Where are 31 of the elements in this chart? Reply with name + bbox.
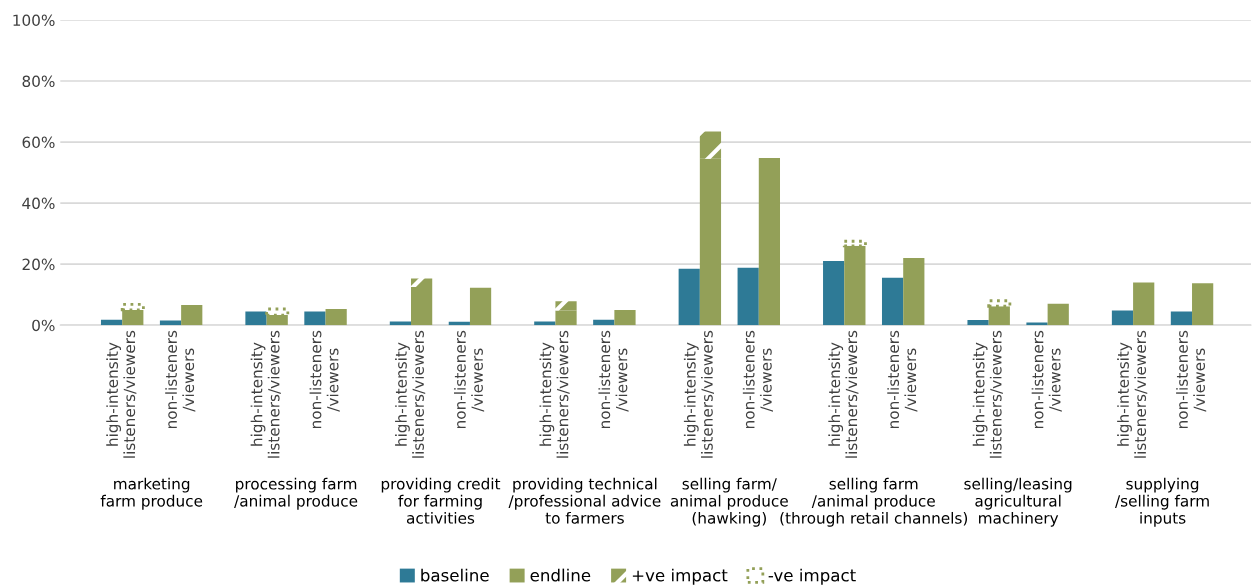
legend-label: +ve impact	[632, 568, 728, 585]
x-tick-label: non-listeners /viewers	[1031, 330, 1062, 429]
x-tick-label: non-listeners /viewers	[165, 330, 196, 429]
y-tick-label: 40%	[22, 197, 55, 210]
x-tick-label: high-intensity listeners/viewers	[106, 330, 137, 458]
x-tick-label: high-intensity listeners/viewers	[539, 330, 570, 458]
x-tick-label: high-intensity listeners/viewers	[972, 330, 1003, 458]
text: providing credit for farming activities	[381, 477, 501, 524]
legend-label: endline	[530, 568, 591, 582]
x-tick-label: high-intensity listeners/viewers	[395, 330, 426, 458]
x-tick-label: high-intensity listeners/viewers	[683, 330, 715, 458]
text: marketing farm produce	[100, 477, 203, 510]
y-tick-label: 100%	[13, 14, 55, 27]
legend-label: -ve impact	[768, 568, 856, 585]
legend-label: baseline	[421, 568, 489, 582]
x-tick-label: non-listeners /viewers	[742, 330, 773, 429]
x-tick-label: non-listeners /viewers	[309, 330, 340, 429]
y-tick-label: 60%	[22, 136, 55, 149]
x-tick-label: high-intensity listeners/viewers	[828, 330, 859, 458]
y-tick-label: 20%	[22, 258, 55, 271]
y-tick-label: 0%	[32, 319, 55, 332]
text: providing technical /professional advice to farmers	[508, 477, 661, 524]
y-tick-label: 80%	[22, 75, 55, 88]
x-tick-label: non-listeners /viewers	[887, 330, 918, 429]
text: processing farm /animal produce	[234, 477, 358, 510]
x-tick-label: high-intensity listeners/viewers	[250, 330, 281, 458]
x-tick-label: high-intensity listeners/viewers	[1117, 330, 1148, 458]
x-tick-label: non-listeners /viewers	[1176, 330, 1207, 429]
text: supplying /selling farm inputs	[1115, 477, 1209, 527]
x-tick-label: non-listeners /viewers	[598, 330, 629, 429]
x-tick-label: non-listeners /viewers	[454, 330, 485, 429]
